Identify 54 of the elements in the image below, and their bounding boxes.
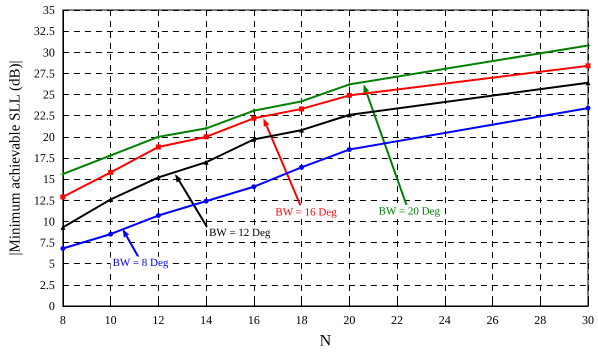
y-tick-label: 25 (42, 88, 55, 102)
y-tick-label: 35 (42, 3, 55, 17)
y-tick-label: 32.5 (34, 24, 55, 38)
point (586, 106, 590, 111)
point (156, 144, 161, 150)
point (156, 213, 161, 218)
x-tick-label: 10 (104, 313, 117, 327)
y-axis-title: |Minimum achievable SLL (dB)| (8, 60, 24, 256)
y-tick-label: 0 (48, 299, 55, 313)
x-tick-label: 26 (486, 313, 499, 327)
y-tick-label: 5 (48, 256, 55, 271)
annotation: BW = 12 Deg (209, 227, 271, 240)
point (204, 198, 209, 204)
x-tick-label: 30 (582, 313, 594, 327)
point (251, 116, 256, 121)
point (108, 152, 114, 158)
point (204, 134, 209, 140)
x-tick-label: 28 (534, 313, 546, 327)
x-tick-label: 14 (200, 313, 212, 327)
y-tick-label: 30 (42, 45, 55, 60)
y-tick-label: 20 (42, 130, 55, 144)
point (60, 246, 66, 251)
point (299, 128, 304, 133)
point (60, 172, 66, 177)
point (251, 184, 256, 190)
y-tick-label: 22.5 (34, 108, 55, 123)
point (346, 147, 352, 152)
annotation: BW = 8 Deg (112, 257, 169, 270)
y-tick-label: 15 (42, 172, 55, 186)
point (60, 194, 66, 200)
point (204, 160, 209, 165)
x-tick-label: 16 (248, 313, 260, 327)
point (299, 106, 304, 112)
annotation: BW = 16 Deg (275, 206, 338, 218)
y-tick-label: 12.5 (34, 193, 55, 208)
x-tick-label: 22 (391, 313, 404, 327)
point (299, 164, 304, 170)
x-tick-label: 8 (60, 313, 66, 327)
point (346, 92, 352, 98)
x-tick-label: 12 (152, 313, 164, 327)
x-tick-label: 18 (296, 313, 308, 327)
y-tick-label: 27.5 (34, 66, 55, 80)
y-tick-label: 17.5 (34, 151, 55, 165)
point (251, 136, 256, 142)
y-tick-label: 10 (42, 214, 55, 228)
x-tick-label: 20 (343, 313, 356, 327)
y-tick-label: 2.5 (40, 278, 55, 292)
x-axis-title: N (320, 332, 332, 350)
point (108, 170, 114, 175)
point (586, 63, 590, 68)
y-tick-label: 7.5 (40, 236, 55, 250)
x-tick-label: 24 (438, 313, 451, 327)
point (108, 232, 114, 237)
annotation: BW = 20 Deg (378, 205, 440, 218)
